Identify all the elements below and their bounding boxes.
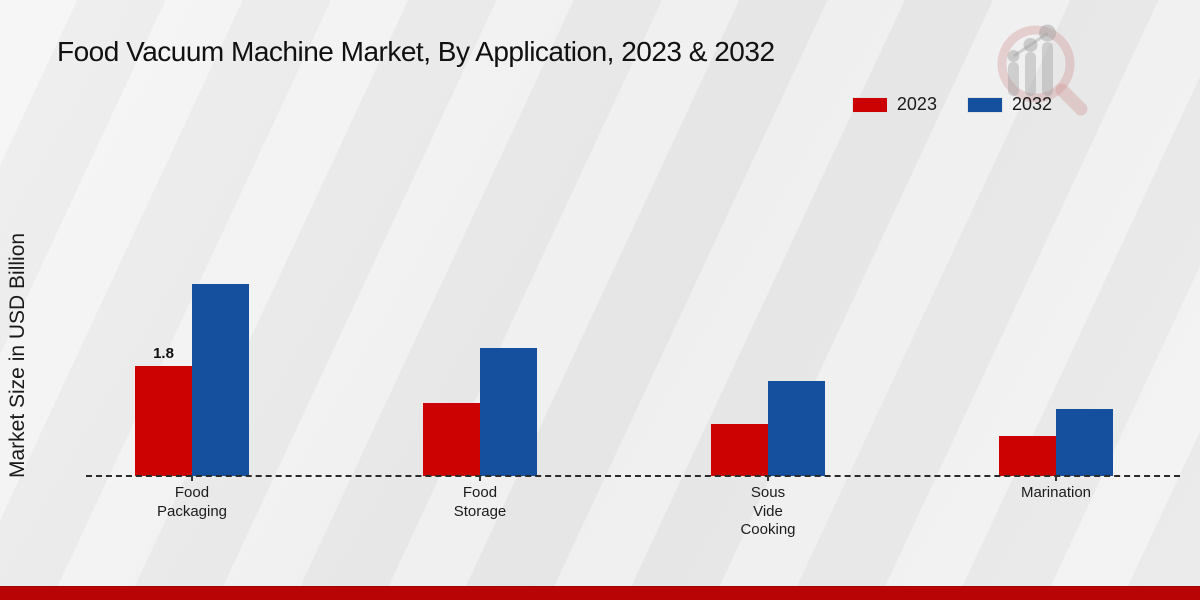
- legend: 2023 2032: [851, 94, 1052, 115]
- magnifier-bar-chart-logo-icon: [997, 24, 1088, 116]
- category-label-food-storage: Food Storage: [453, 484, 507, 520]
- bar-group-food-storage: [423, 0, 537, 476]
- chart-title: Food Vacuum Machine Market, By Applicati…: [57, 36, 775, 67]
- category-label-marination: Marination: [1020, 484, 1092, 501]
- legend-swatch-2023: [851, 96, 888, 113]
- bar-2023-food-storage: [423, 403, 480, 476]
- category-label-sous-vide-cooking: Sous Vide Cooking: [740, 484, 796, 538]
- bar-2032-food-packaging: [192, 284, 249, 476]
- legend-item-2023: 2023: [851, 94, 937, 115]
- bar-group-sous-vide-cooking: [711, 0, 825, 476]
- bar-group-food-packaging: 1.8: [135, 0, 249, 476]
- bar-2032-sous-vide-cooking: [768, 381, 825, 476]
- bar-2023-food-packaging: [135, 366, 192, 476]
- legend-swatch-2032: [966, 96, 1003, 113]
- x-axis-baseline: [86, 475, 1180, 477]
- bar-value-label: 1.8: [153, 345, 174, 362]
- axis-tick: [191, 476, 193, 481]
- bar-2023-sous-vide-cooking: [711, 424, 768, 476]
- legend-item-2032: 2032: [966, 94, 1052, 115]
- legend-label-2023: 2023: [896, 94, 937, 114]
- legend-label-2032: 2032: [1011, 94, 1052, 114]
- bar-group-marination: [999, 0, 1113, 476]
- axis-tick: [1055, 476, 1057, 481]
- axis-tick: [479, 476, 481, 481]
- footer-accent-band: [0, 586, 1200, 600]
- bar-2023-marination: [999, 436, 1056, 476]
- category-label-food-packaging: Food Packaging: [156, 484, 228, 520]
- axis-tick: [767, 476, 769, 481]
- bar-2032-marination: [1056, 409, 1113, 476]
- bar-2032-food-storage: [480, 348, 537, 476]
